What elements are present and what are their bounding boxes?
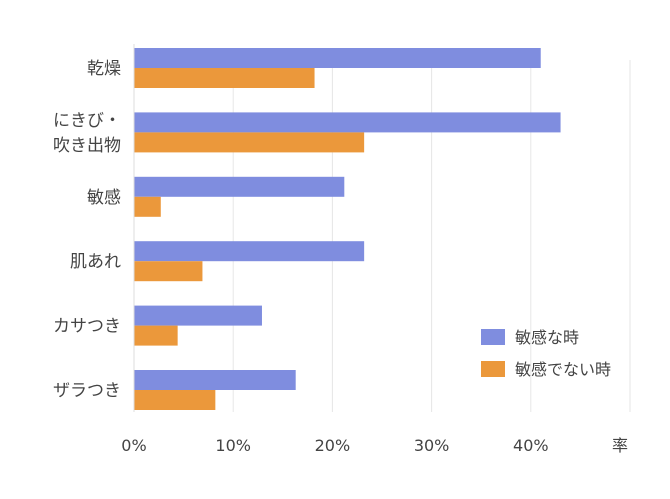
x-tick-label: 30% xyxy=(414,436,450,455)
x-tick-label: 40% xyxy=(513,436,549,455)
bars-layer xyxy=(134,48,561,410)
category-label: にきび・ xyxy=(53,111,121,131)
bar-sensitive xyxy=(134,176,345,197)
bar-not-sensitive xyxy=(134,261,203,282)
legend-swatch xyxy=(481,329,505,345)
bar-not-sensitive xyxy=(134,390,216,410)
category-label: 乾燥 xyxy=(87,59,121,79)
x-tick-label: 0% xyxy=(121,436,146,455)
bar-not-sensitive xyxy=(134,196,161,217)
bar-sensitive xyxy=(134,305,262,326)
legend-swatch xyxy=(481,361,505,377)
bar-not-sensitive xyxy=(134,325,178,346)
category-label: 敏感 xyxy=(87,188,121,208)
category-label: カサつき xyxy=(53,317,121,337)
axis-layer: 0% 10% 20% 30% 40% 率 xyxy=(121,44,628,455)
bar-not-sensitive xyxy=(134,132,365,153)
x-tick-label: 10% xyxy=(215,436,251,455)
bar-sensitive xyxy=(134,241,365,262)
category-label: 吹き出物 xyxy=(53,136,121,156)
bar-sensitive xyxy=(134,112,561,133)
category-label: 肌あれ xyxy=(70,252,121,272)
category-label: ザラつき xyxy=(53,381,121,401)
bar-not-sensitive xyxy=(134,68,315,88)
legend-label: 敏感でない時 xyxy=(515,360,611,379)
bar-sensitive xyxy=(134,370,296,390)
x-axis-label: 率 xyxy=(612,436,628,455)
bar-sensitive xyxy=(134,48,541,68)
legend-label: 敏感な時 xyxy=(515,328,579,347)
x-tick-label: 20% xyxy=(315,436,351,455)
